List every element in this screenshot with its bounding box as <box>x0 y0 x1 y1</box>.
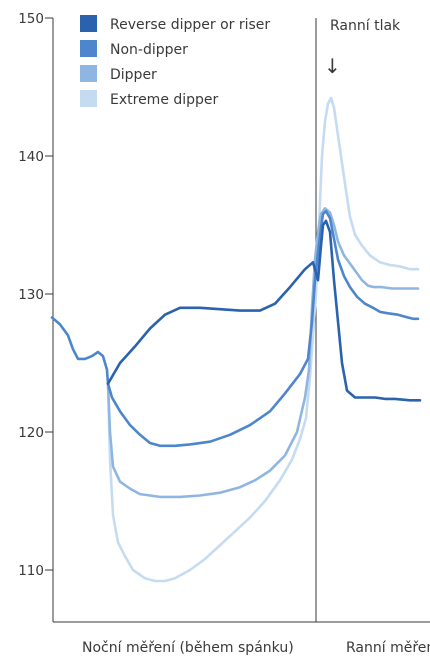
morning-annotation: Ranní tlak ↓ <box>324 18 401 78</box>
annotation-label: Ranní tlak <box>330 18 401 34</box>
legend-swatch <box>80 40 97 57</box>
legend-label: Extreme dipper <box>110 92 219 108</box>
legend-label: Dipper <box>110 67 157 83</box>
series-line-extreme-dipper <box>106 96 420 583</box>
legend-label: Reverse dipper or riser <box>110 17 270 33</box>
series-line-non-dipper <box>50 209 420 448</box>
y-tick-label: 110 <box>18 563 44 579</box>
legend-label: Non-dipper <box>110 42 188 58</box>
x-category-labels: Noční měření (během spánku) Ranní měření <box>82 640 430 656</box>
x-category-label-night: Noční měření (během spánku) <box>82 640 294 656</box>
legend-swatch <box>80 15 97 32</box>
y-tick-label: 140 <box>18 149 44 165</box>
y-axis-ticks: 110 120 130 140 150 <box>18 11 53 579</box>
y-tick-label: 150 <box>18 11 44 27</box>
series-lines <box>50 96 422 583</box>
legend-swatch <box>80 65 97 82</box>
chart-frame <box>52 18 430 623</box>
legend: Reverse dipper or riser Non-dipper Dipper E… <box>80 15 270 108</box>
series-line-dipper <box>106 207 420 499</box>
y-tick-label: 130 <box>18 287 44 303</box>
legend-swatch <box>80 90 97 107</box>
series-line-reverse-dipper-or-riser <box>106 219 422 402</box>
y-tick-label: 120 <box>18 425 44 441</box>
x-category-label-morning: Ranní měření <box>346 640 430 656</box>
annotation-arrow-icon: ↓ <box>324 54 341 78</box>
